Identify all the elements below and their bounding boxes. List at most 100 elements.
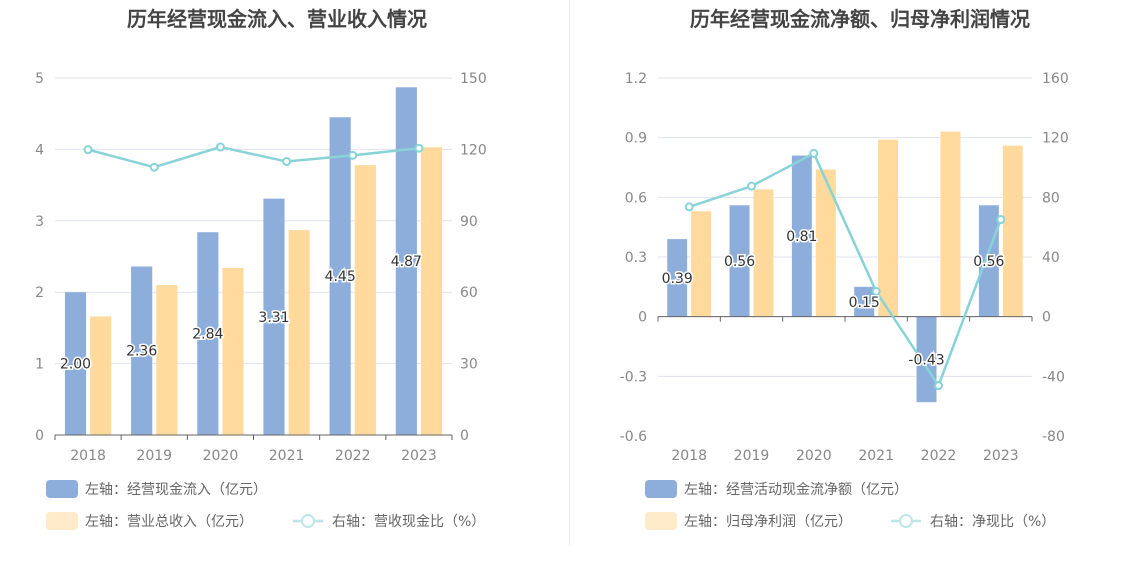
category-label: 2022 [921, 448, 957, 464]
bar-secondary [354, 165, 376, 435]
bar-secondary [1002, 145, 1023, 317]
line-point [149, 162, 159, 172]
left-axis-tick-label: 0.9 [625, 131, 647, 147]
right-axis-tick-label: 60 [460, 285, 478, 301]
legend-swatch-point [899, 514, 913, 528]
data-label: 2.84 [192, 327, 223, 343]
data-label: 2.36 [126, 344, 157, 360]
line-point [282, 157, 292, 167]
legend-label: 左轴：归母净利润（亿元） [684, 513, 852, 530]
bar-primary [395, 87, 417, 436]
line-point [215, 142, 225, 152]
bar-primary [131, 266, 153, 435]
right-axis-tick-label: 150 [460, 71, 487, 87]
legend-label: 左轴：营业总收入（亿元） [85, 514, 253, 530]
bar-secondary [420, 147, 443, 435]
line-point [996, 215, 1006, 225]
left-axis-tick-label: 0 [638, 310, 647, 326]
left-axis-tick-label: 5 [35, 71, 44, 87]
chart-net-cashflow-profit: 历年经营现金流净额、归母净利润情况 -0.6 -0.3 0 0.3 0.6 0.9 1.2 -8… [620, 7, 1069, 530]
data-label: 0.15 [849, 295, 880, 311]
bar-secondary [753, 189, 774, 317]
data-label: 2.00 [60, 357, 91, 373]
right-axis-tick-label: 40 [1042, 250, 1060, 266]
bar-primary [729, 205, 750, 317]
bar-primary [916, 316, 937, 403]
line-point [934, 381, 943, 391]
category-label: 2021 [269, 448, 305, 464]
category-label: 2022 [335, 448, 371, 464]
chart-cash-inflow-revenue: 历年经营现金流入、营业收入情况 0 1 2 3 4 5 0 30 60 90 120 150 2018 20… [35, 7, 487, 530]
category-label: 2020 [796, 448, 832, 464]
data-label: 0.56 [724, 254, 755, 270]
left-axis-tick-label: 0.6 [625, 190, 647, 206]
category-label: 2023 [401, 448, 437, 464]
bar-secondary [288, 230, 310, 435]
legend-label: 右轴：营收现金比（%） [332, 514, 485, 530]
bar-secondary [90, 316, 112, 435]
legend-label: 右轴：净现比（%） [930, 514, 1055, 530]
data-label: 0.39 [662, 271, 693, 287]
line-point [871, 286, 881, 296]
category-label: 2023 [983, 448, 1019, 464]
data-label: -0.43 [908, 352, 944, 368]
bar-secondary [156, 285, 178, 435]
left-axis-tick-label: -0.3 [620, 369, 647, 385]
right-axis-tick-label: 0 [1042, 310, 1051, 326]
right-axis-tick-label: 120 [1042, 131, 1069, 147]
left-axis-tick-label: 1.2 [625, 71, 647, 87]
right-axis-tick-label: 80 [1042, 190, 1060, 206]
left-axis-tick-label: 0 [35, 428, 44, 444]
panel-divider [569, 0, 570, 545]
left-axis-tick-label: 1 [35, 357, 44, 373]
left-axis-tick-label: 2 [35, 285, 44, 301]
data-label: 4.45 [325, 269, 356, 285]
bar-primary [263, 198, 285, 435]
legend-swatch [46, 512, 78, 530]
bar-primary [854, 286, 875, 317]
left-axis-tick-label: 4 [35, 142, 44, 158]
category-label: 2019 [136, 448, 172, 464]
category-label: 2021 [858, 448, 894, 464]
line-point [684, 202, 694, 212]
series-line [87, 145, 420, 169]
legend-swatch [645, 480, 677, 498]
legend-label: 左轴：经营现金流入（亿元） [85, 482, 267, 498]
category-label: 2019 [734, 448, 770, 464]
bar-secondary [691, 211, 712, 317]
bar-secondary [222, 267, 244, 435]
left-axis-tick-label: 0.3 [625, 250, 647, 266]
bar-primary [197, 232, 219, 435]
bar-secondary [878, 139, 899, 317]
right-axis-tick-label: 120 [460, 142, 487, 158]
right-axis-tick-label: -40 [1042, 369, 1065, 385]
bar-secondary [940, 131, 961, 317]
left-axis-tick-label: 3 [35, 214, 44, 230]
right-axis-tick-label: -80 [1042, 429, 1065, 445]
chart-title: 历年经营现金流入、营业收入情况 [127, 7, 427, 31]
data-label: 0.81 [786, 229, 817, 245]
bar-secondary [815, 169, 836, 317]
bar-primary [667, 239, 688, 317]
bar-primary [978, 205, 999, 317]
bar-primary [329, 117, 351, 436]
legend-label: 左轴：经营活动现金流净额（亿元） [684, 482, 908, 498]
legend-swatch-point [301, 514, 315, 528]
category-label: 2018 [671, 448, 707, 464]
data-label: 0.56 [973, 254, 1004, 270]
bar-primary [791, 155, 812, 317]
line-point [809, 148, 819, 158]
line-point [348, 150, 358, 160]
right-axis-tick-label: 160 [1042, 71, 1069, 87]
legend-swatch [46, 480, 78, 498]
bar-primary [64, 292, 87, 435]
right-axis-tick-label: 30 [460, 357, 478, 373]
data-label: 3.31 [258, 310, 289, 326]
right-axis-tick-label: 90 [460, 214, 478, 230]
legend-swatch [645, 512, 677, 530]
chart-title: 历年经营现金流净额、归母净利润情况 [690, 7, 1030, 31]
line-point [747, 181, 756, 191]
category-label: 2020 [203, 448, 239, 464]
line-point [414, 143, 424, 153]
